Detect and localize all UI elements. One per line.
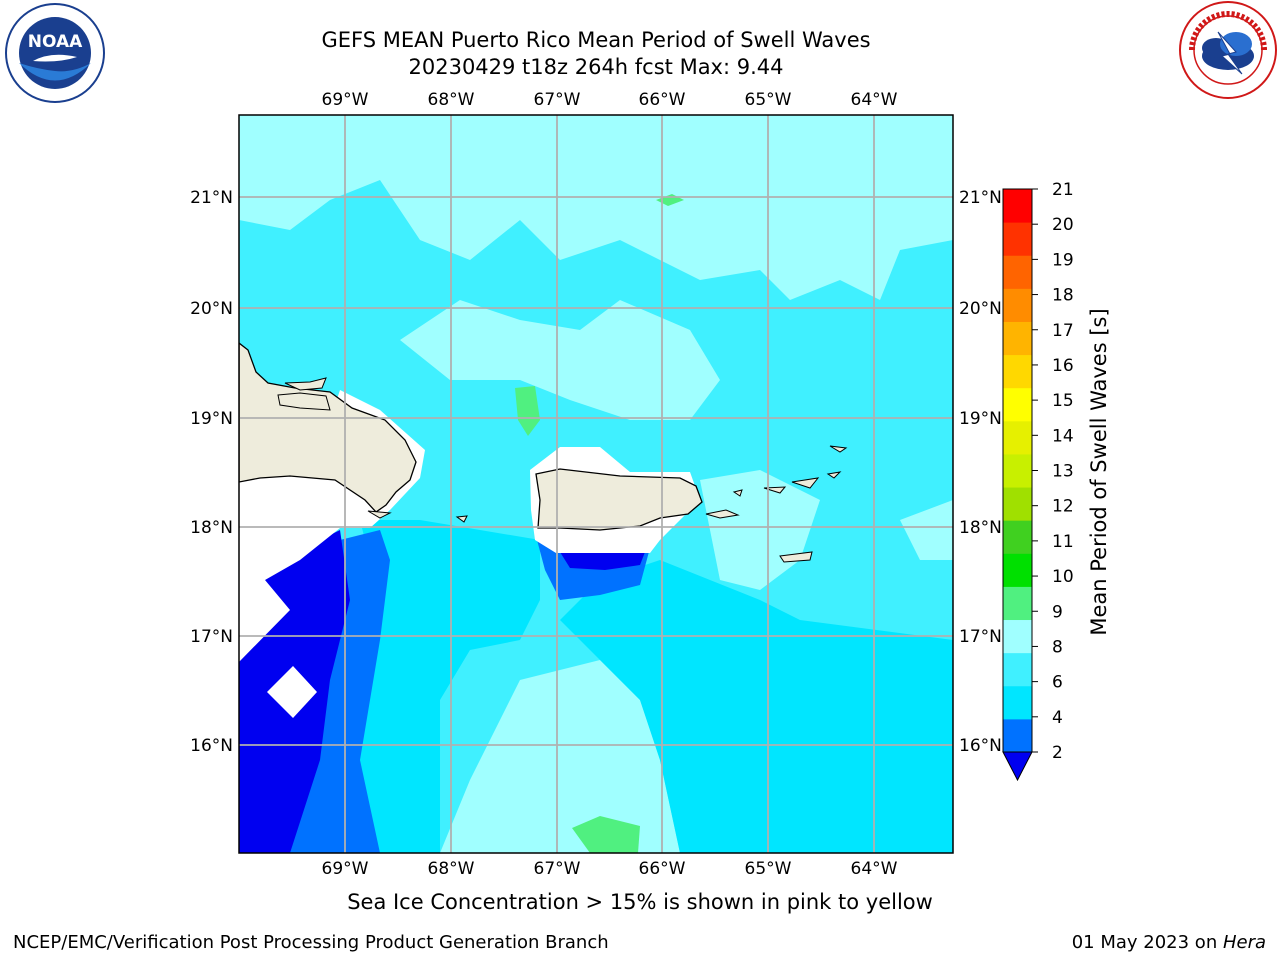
colorbar-segment [1003,288,1032,322]
colorbar-segment [1003,222,1032,256]
lat-label-left: 17°N [190,627,233,647]
colorbar-segment [1003,321,1032,356]
lon-label-bottom: 64°W [851,859,898,879]
colorbar-tick-label: 2 [1052,743,1063,763]
colorbar-tick-label: 19 [1052,250,1074,270]
colorbar: 21 20 19 18 17 16 15 14 13 12 11 10 9 8 6 4 2 [1002,180,1074,782]
colorbar-segment [1003,487,1032,521]
colorbar-segment [1003,354,1032,389]
lat-label-right: 16°N [959,736,1002,756]
colorbar-segment [1003,420,1032,455]
hispaniola-land [239,342,417,513]
colorbar-segment [1003,685,1032,720]
field-4-6-west [360,520,540,853]
footer-date: 01 May 2023 on Hera [1072,932,1266,953]
colorbar-tick-label: 6 [1052,673,1063,693]
colorbar-segment [1003,586,1032,621]
colorbar-segment [1003,189,1032,223]
colorbar-tick-label: 18 [1052,286,1074,306]
lat-label-right: 20°N [959,299,1002,319]
colorbar-tick-label: 10 [1052,567,1074,587]
colorbar-tick-label: 15 [1052,391,1074,411]
colorbar-segment [1003,520,1032,554]
map-frame [238,114,954,854]
colorbar-tick-label: 20 [1052,215,1074,235]
lat-label-right: 21°N [959,188,1002,208]
lon-label-bottom: 66°W [639,859,686,879]
lon-label-top: 64°W [851,90,898,110]
sea-ice-caption: Sea Ice Concentration > 15% is shown in … [347,890,933,914]
noaa-logo-text: NOAA [28,32,83,52]
lon-label-top: 66°W [639,90,686,110]
colorbar-tick-label: 17 [1052,321,1074,341]
colorbar-tick-label: 8 [1052,637,1063,657]
field-4-6-southeast [560,560,953,853]
colorbar-tick-label: 4 [1052,708,1063,728]
colorbar-tick-label: 11 [1052,532,1074,552]
colorbar-segment [1003,652,1032,687]
footer-credit: NCEP/EMC/Verification Post Processing Pr… [13,932,609,953]
lon-label-bottom: 69°W [322,859,369,879]
colorbar-label: Mean Period of Swell Waves [s] [1087,308,1111,635]
plot-title: GEFS MEAN Puerto Rico Mean Period of Swe… [321,28,871,52]
field-8-9-south [440,660,680,853]
swell-period-field [239,115,953,853]
lon-label-bottom: 65°W [745,859,792,879]
colorbar-segment [1003,553,1032,587]
lat-label-left: 19°N [190,409,233,429]
colorbar-segment [1003,619,1032,654]
colorbar-tick-label: 13 [1052,462,1074,482]
lon-label-top: 69°W [322,90,369,110]
colorbar-segment [1003,255,1032,289]
lon-label-top: 65°W [745,90,792,110]
lat-label-right: 17°N [959,627,1002,647]
puerto-rico-land [535,468,703,531]
lat-label-left: 18°N [190,518,233,538]
lat-label-right: 18°N [959,518,1002,538]
lon-label-top: 68°W [428,90,475,110]
lat-label-left: 16°N [190,736,233,756]
footer-date-text: 01 May 2023 on [1071,932,1223,953]
lat-label-left: 20°N [190,299,233,319]
lon-label-bottom: 68°W [428,859,475,879]
colorbar-tick-label: 16 [1052,356,1074,376]
plot-subtitle: 20230429 t18z 264h fcst Max: 9.44 [408,55,784,79]
graticule [239,115,953,853]
colorbar-tick-label: 9 [1052,602,1063,622]
colorbar-segment [1003,718,1032,753]
lat-label-right: 19°N [959,409,1002,429]
colorbar-tick-label: 14 [1052,426,1074,446]
field-8-9-north [239,115,953,300]
colorbar-tick-label: 21 [1052,180,1074,200]
colorbar-tick-label: 12 [1052,497,1074,517]
colorbar-segment [1003,387,1032,422]
nws-logo [1179,1,1277,99]
lon-label-top: 67°W [534,90,581,110]
footer-host: Hera [1222,932,1266,953]
lat-label-left: 21°N [190,188,233,208]
field-9-10-patch [515,386,540,436]
field-8-9-center [400,300,720,420]
lon-label-bottom: 67°W [534,859,581,879]
noaa-logo: NOAA [5,3,105,103]
colorbar-under-extension [1002,751,1033,782]
colorbar-segment [1003,453,1032,488]
